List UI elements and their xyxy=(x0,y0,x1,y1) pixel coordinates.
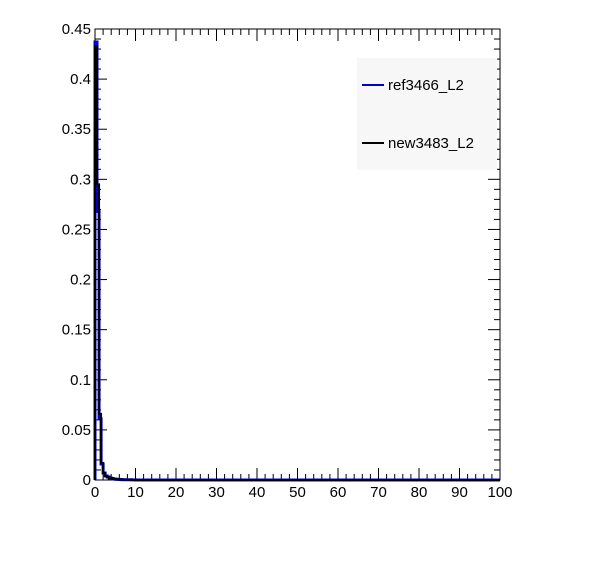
y-tick-label: 0.45 xyxy=(62,21,91,38)
x-tick-label: 90 xyxy=(451,484,468,501)
y-tick-label: 0.05 xyxy=(62,422,91,439)
y-tick-label: 0.15 xyxy=(62,322,91,339)
series-layer xyxy=(93,40,500,482)
y-tick-label: 0.4 xyxy=(70,71,91,88)
x-tick-label: 0 xyxy=(91,484,99,501)
x-tick-label: 70 xyxy=(370,484,387,501)
y-tick-labels: 0 0.05 0.1 0.15 0.2 0.25 0.3 0.35 0.4 0.45 xyxy=(62,21,91,489)
y-tick-label: 0.35 xyxy=(62,121,91,138)
x-tick-label: 40 xyxy=(249,484,266,501)
legend-label: new3483_L2 xyxy=(388,135,474,152)
x-tick-label: 30 xyxy=(208,484,225,501)
x-tick-label: 80 xyxy=(411,484,428,501)
x-tick-label: 50 xyxy=(289,484,306,501)
series-line-new3483_L2 xyxy=(94,45,500,481)
x-tick-label: 20 xyxy=(168,484,185,501)
y-tick-label: 0.1 xyxy=(70,372,91,389)
x-tick-label: 100 xyxy=(487,484,512,501)
y-tick-label: 0 xyxy=(83,472,91,489)
y-tick-label: 0.25 xyxy=(62,221,91,238)
x-tick-label: 60 xyxy=(330,484,347,501)
x-tick-labels: 0 10 20 30 40 50 60 70 80 90 100 xyxy=(91,484,513,501)
legend: ref3466_L2 new3483_L2 xyxy=(357,58,497,170)
legend-box xyxy=(357,58,497,170)
y-tick-label: 0.2 xyxy=(70,272,91,289)
x-tick-label: 10 xyxy=(127,484,144,501)
legend-label: ref3466_L2 xyxy=(388,77,464,94)
y-tick-label: 0.3 xyxy=(70,171,91,188)
